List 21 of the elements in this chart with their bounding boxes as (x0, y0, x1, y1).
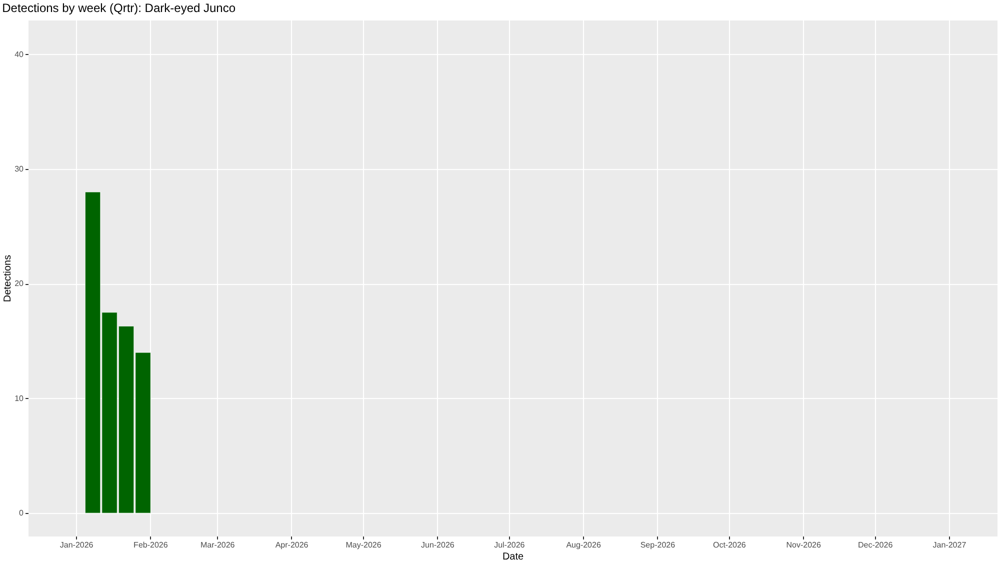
y-tick-label: 10 (14, 394, 24, 403)
x-tick-label: Jan-2027 (932, 540, 967, 550)
x-tick-label: Jul-2026 (494, 540, 526, 550)
x-tick-label: May-2026 (346, 540, 382, 550)
x-tick-label: Apr-2026 (275, 540, 309, 550)
x-tick-label: Mar-2026 (200, 540, 236, 550)
y-tick-label: 0 (19, 508, 24, 518)
x-tick-label: Jan-2026 (60, 540, 94, 550)
x-axis-title: Date (502, 552, 524, 562)
x-tick-label: Nov-2026 (786, 540, 822, 550)
y-tick-label: 20 (14, 279, 24, 288)
y-axis-title: Detections (2, 254, 14, 302)
x-tick-label: Feb-2026 (134, 540, 168, 550)
x-tick-label: Jun-2026 (420, 540, 455, 550)
x-tick-label: Sep-2026 (640, 540, 676, 550)
chart-title: Detections by week (Qrtr): Dark-eyed Junco (2, 1, 236, 15)
y-tick-label: 40 (14, 50, 24, 59)
x-tick-label: Aug-2026 (566, 540, 602, 550)
x-tick-label: Dec-2026 (858, 540, 894, 550)
x-tick-label: Oct-2026 (712, 540, 746, 550)
y-tick-label: 30 (14, 164, 24, 174)
